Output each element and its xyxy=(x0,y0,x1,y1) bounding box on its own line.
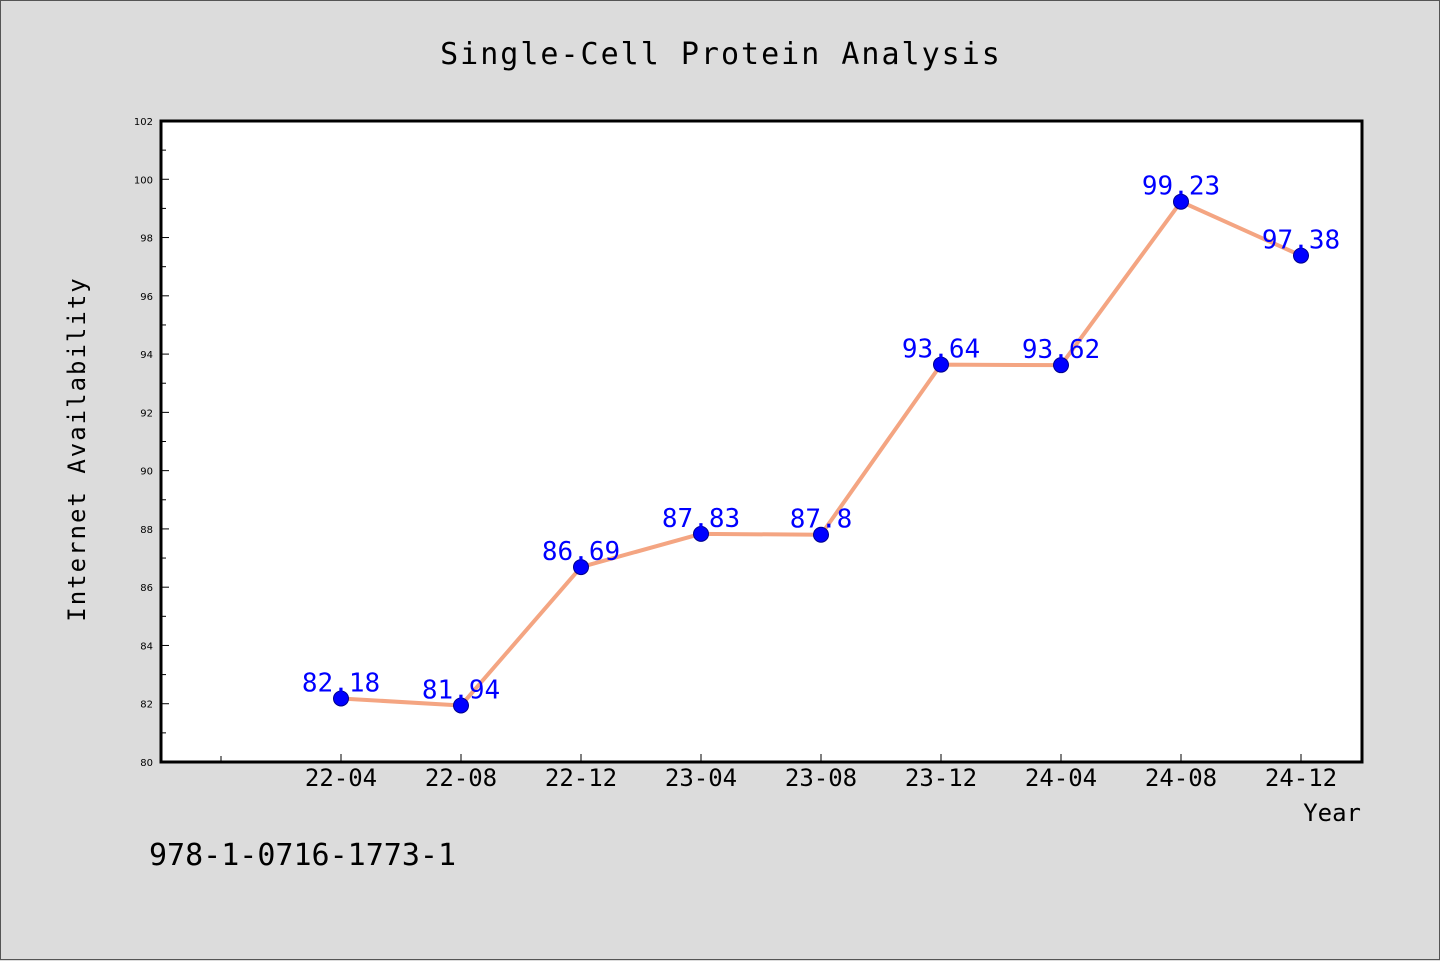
data-label: 86.69 xyxy=(542,537,620,567)
y-tick-label: 102 xyxy=(134,117,153,128)
y-tick-label: 100 xyxy=(134,175,153,186)
y-tick-label: 86 xyxy=(140,583,153,594)
x-tick-label: 24-08 xyxy=(1145,764,1217,792)
data-label: 87.83 xyxy=(662,504,740,534)
data-label: 99.23 xyxy=(1142,172,1220,202)
series-layer xyxy=(333,193,1309,714)
data-label: 81.94 xyxy=(422,675,500,705)
data-point xyxy=(1053,357,1069,374)
x-tick-label: 23-04 xyxy=(665,764,737,792)
data-point xyxy=(1173,193,1189,210)
x-tick-label: 24-12 xyxy=(1265,764,1337,792)
x-tick-label: 22-12 xyxy=(545,764,617,792)
x-tick-label: 23-08 xyxy=(785,764,857,792)
data-label: 93.62 xyxy=(1022,335,1100,365)
y-tick-label: 96 xyxy=(140,292,153,303)
data-label: 93.64 xyxy=(902,335,980,365)
data-label: 97.38 xyxy=(1262,226,1340,256)
data-point xyxy=(1293,247,1309,264)
footer-code: 978-1-0716-1773-1 xyxy=(149,838,456,873)
data-point xyxy=(573,559,589,576)
data-point xyxy=(333,690,349,707)
plot-area xyxy=(159,119,1364,764)
y-tick-label: 80 xyxy=(140,758,153,769)
x-tick-label: 22-04 xyxy=(305,764,377,792)
data-point xyxy=(933,356,949,373)
y-tick-label: 90 xyxy=(140,467,153,478)
data-label: 87.8 xyxy=(790,505,853,535)
axes: 80 82 84 86 88 90 92 94 96 98 100 102 22-04 22-08 22-1… xyxy=(134,117,1337,792)
y-tick-label: 84 xyxy=(140,641,153,652)
y-tick-label: 88 xyxy=(140,525,153,536)
y-axis-label: Internet Availability xyxy=(63,276,91,621)
y-tick-label: 98 xyxy=(140,234,153,245)
y-tick-label: 92 xyxy=(140,408,153,419)
data-point xyxy=(453,697,469,714)
data-labels: 82.18 81.94 86.69 87.83 87.8 93.64 93.62 99.23 9… xyxy=(302,172,1340,706)
y-tick-label: 82 xyxy=(140,700,153,711)
y-tick-label: 94 xyxy=(140,350,153,361)
x-axis-label: Year xyxy=(1303,799,1361,827)
data-point xyxy=(813,526,829,543)
x-tick-label: 24-04 xyxy=(1025,764,1097,792)
x-tick-label: 23-12 xyxy=(905,764,977,792)
chart-title: Single-Cell Protein Analysis xyxy=(440,37,1002,72)
data-label: 82.18 xyxy=(302,668,380,698)
data-point xyxy=(693,525,709,542)
x-tick-label: 22-08 xyxy=(425,764,497,792)
